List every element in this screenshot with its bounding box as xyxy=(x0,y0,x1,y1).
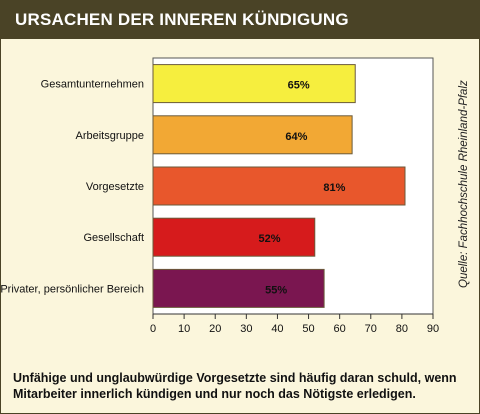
chart-title: URSACHEN DER INNEREN KÜNDIGUNG xyxy=(15,10,349,29)
x-tick-label: 0 xyxy=(150,323,156,335)
x-tick-label: 30 xyxy=(240,323,252,335)
caption-line-1: Unfähige und unglaubwürdige Vorgesetzte … xyxy=(13,371,457,385)
x-tick-label: 40 xyxy=(271,323,283,335)
bar-chart: Gesamtunternehmen 65% Arbeitsgruppe 64% Vorg… xyxy=(1,57,439,335)
value-label: 55% xyxy=(265,284,287,296)
value-label: 52% xyxy=(258,233,280,245)
x-tick-label: 50 xyxy=(302,323,314,335)
value-label: 64% xyxy=(285,131,307,143)
bar-3 xyxy=(152,217,316,257)
title-bar: URSACHEN DER INNEREN KÜNDIGUNG xyxy=(1,1,479,39)
category-label: Privater, persönlicher Bereich xyxy=(1,283,144,295)
source-note: Quelle: Fachhochschule Rheinland-Pfalz xyxy=(458,80,470,288)
x-tick-label: 70 xyxy=(365,323,377,335)
x-tick-label: 80 xyxy=(396,323,408,335)
category-label: Gesellschaft xyxy=(83,232,144,244)
value-label: 65% xyxy=(288,80,310,92)
x-tick-label: 20 xyxy=(209,323,221,335)
bar-4 xyxy=(152,268,325,308)
x-tick-label: 60 xyxy=(334,323,346,335)
x-tick-label: 10 xyxy=(178,323,190,335)
bar-1 xyxy=(152,115,353,155)
caption: Unfähige und unglaubwürdige Vorgesetzte … xyxy=(13,370,469,402)
caption-line-2: Mitarbeiter innerlich kündigen und nur n… xyxy=(13,387,416,401)
bar-0 xyxy=(152,64,356,104)
x-tick-label: 90 xyxy=(427,323,439,335)
category-label: Vorgesetzte xyxy=(86,181,144,193)
value-label: 81% xyxy=(323,182,345,194)
source-text: Quelle: Fachhochschule Rheinland-Pfalz xyxy=(458,80,470,288)
category-label: Gesamtunternehmen xyxy=(41,79,144,91)
category-label: Arbeitsgruppe xyxy=(76,130,145,142)
bar-2 xyxy=(152,166,406,206)
